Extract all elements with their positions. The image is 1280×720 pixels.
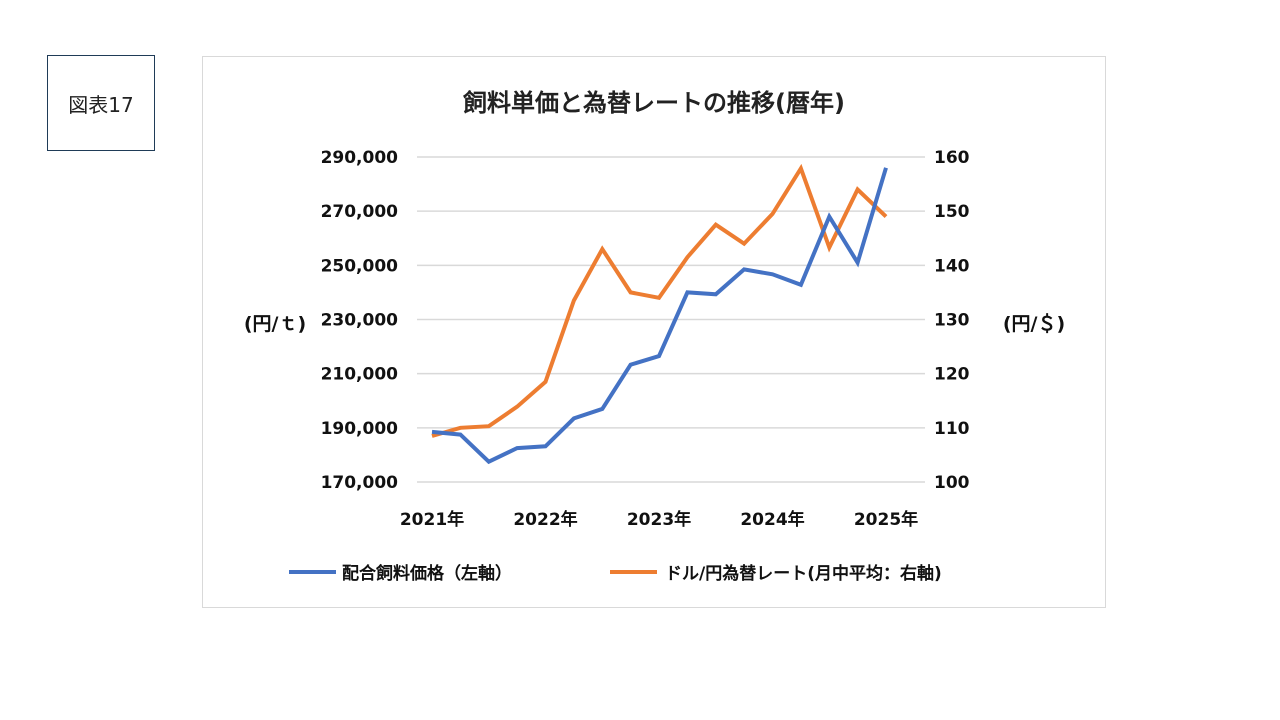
left-axis-label: (円/ｔ): [244, 313, 306, 335]
legend: 配合飼料価格（左軸） ドル/円為替レート(月中平均：右軸): [289, 563, 942, 584]
left-tick-label: 190,000: [321, 419, 399, 439]
x-axis-ticks: 2021年 2022年 2023年 2024年 2025年: [400, 509, 918, 530]
chart-title: 飼料単価と為替レートの推移(暦年): [463, 89, 845, 117]
x-tick-label: 2021年: [400, 509, 464, 530]
figure-label: 図表17: [47, 55, 155, 151]
series-lines: [431, 163, 888, 465]
left-tick-label: 290,000: [321, 148, 399, 168]
right-tick-label: 130: [934, 311, 970, 331]
x-tick-label: 2024年: [740, 509, 804, 530]
left-tick-label: 210,000: [321, 365, 399, 385]
right-axis-label: (円/＄): [1003, 312, 1065, 335]
legend-label: 配合飼料価格（左軸）: [342, 563, 512, 584]
right-tick-label: 140: [934, 256, 970, 276]
right-tick-label: 110: [934, 419, 970, 439]
x-tick-label: 2022年: [513, 509, 577, 530]
right-tick-label: 160: [934, 148, 970, 168]
chart-frame: [202, 56, 1106, 608]
left-axis-ticks: 290,000 270,000 250,000 230,000 210,000 190,0…: [321, 148, 399, 493]
right-tick-label: 150: [934, 202, 970, 222]
series-line-exchange-rate: [431, 163, 888, 438]
right-axis-ticks: 160 150 140 130 120 110 100: [934, 148, 970, 493]
series-line-feed-price: [431, 167, 888, 465]
left-tick-label: 270,000: [321, 202, 399, 222]
legend-label: ドル/円為替レート(月中平均：右軸): [665, 563, 942, 584]
x-tick-label: 2023年: [627, 509, 691, 530]
x-tick-label: 2025年: [854, 509, 918, 530]
left-tick-label: 170,000: [321, 473, 399, 493]
gridlines: [417, 156, 925, 483]
left-tick-label: 250,000: [321, 256, 399, 276]
left-tick-label: 230,000: [321, 311, 399, 331]
right-tick-label: 100: [934, 473, 970, 493]
right-tick-label: 120: [934, 365, 970, 385]
